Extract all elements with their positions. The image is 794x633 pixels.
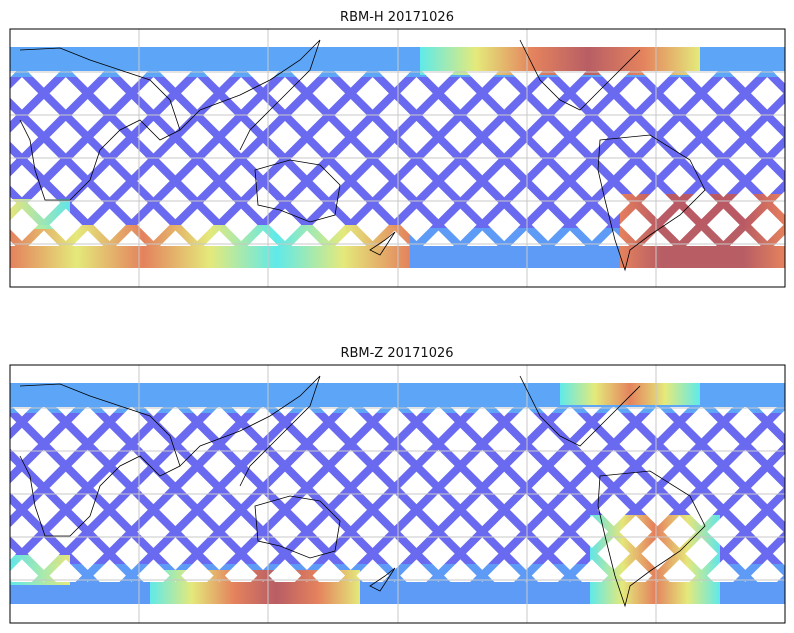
coastline	[369, 231, 396, 256]
coastline	[19, 383, 181, 537]
coastline	[179, 39, 321, 151]
coastline	[19, 47, 181, 201]
coastline	[179, 375, 321, 487]
map-frame	[9, 28, 786, 288]
coastlines	[19, 375, 706, 608]
coastline	[597, 134, 706, 272]
map-frame	[9, 364, 786, 624]
coastline	[254, 495, 341, 559]
coastlines	[19, 39, 706, 272]
gridlines	[10, 365, 785, 623]
coastline	[369, 567, 396, 592]
swath-anomaly	[560, 383, 700, 405]
coastline	[519, 39, 641, 111]
gridlines	[10, 29, 785, 287]
swath-anomaly	[590, 515, 720, 604]
map-panel-rbm-h	[9, 28, 786, 288]
swath-anomaly	[10, 225, 410, 268]
coastline	[597, 470, 706, 608]
panel-title-rbm-h: RBM-H 20171026	[340, 10, 454, 25]
swath-anomaly	[10, 199, 70, 229]
coastline	[254, 159, 341, 223]
swath-anomaly	[620, 194, 785, 268]
map-panel-rbm-z	[9, 364, 786, 624]
swath-anomaly	[150, 570, 360, 604]
swath-anomaly	[420, 47, 700, 75]
panel-title-rbm-z: RBM-Z 20171026	[340, 346, 453, 361]
coastline	[519, 375, 641, 447]
